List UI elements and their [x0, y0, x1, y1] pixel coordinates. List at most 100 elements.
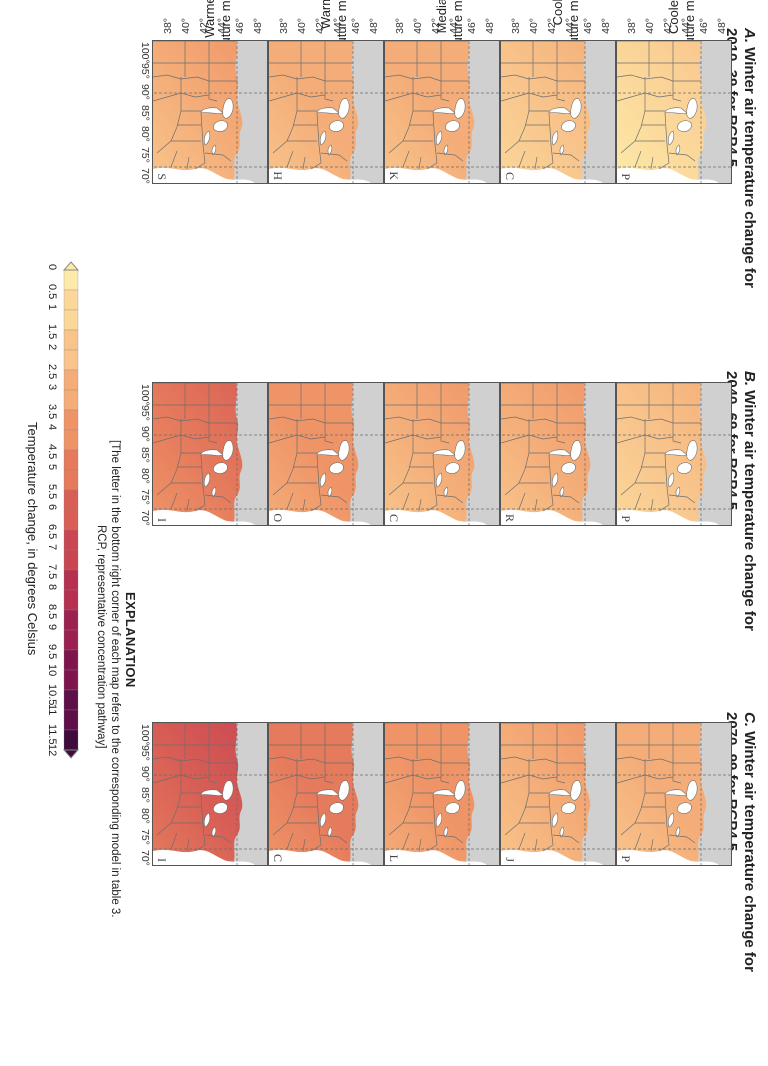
longitude-label: 100° — [139, 42, 151, 64]
model-letter: H — [271, 171, 285, 180]
latitude-label: 38° — [394, 18, 406, 34]
map-panel-a-row4: H — [268, 40, 384, 184]
longitude-label: 95° — [139, 405, 151, 421]
map-panel-c-row1: P — [616, 722, 732, 866]
latitude-label: 38° — [162, 18, 174, 34]
legend-tick-label: 8.5 — [46, 604, 58, 620]
latitude-label: 48° — [368, 18, 380, 34]
latitude-label: 48° — [484, 18, 496, 34]
legend-swatch — [63, 649, 79, 671]
longitude-label: 95° — [139, 745, 151, 761]
legend-swatch — [63, 329, 79, 351]
latitude-label: 42° — [314, 18, 326, 34]
longitude-label: 85° — [139, 447, 151, 463]
legend-swatch — [63, 549, 79, 571]
legend-tick-label: 1 — [46, 304, 58, 311]
legend-tick-label: 2.5 — [46, 364, 58, 380]
legend-swatch — [63, 289, 79, 311]
model-letter: S — [155, 173, 169, 180]
longitude-label: 90° — [139, 426, 151, 442]
map-panel-b-row5: I — [152, 382, 268, 526]
model-letter: P — [619, 855, 633, 862]
legend-tick-label: 10 — [46, 664, 58, 677]
legend-swatch — [63, 469, 79, 491]
longitude-label: 100° — [139, 384, 151, 406]
legend-tick-label: 1.5 — [46, 324, 58, 340]
latitude-label: 44° — [564, 18, 576, 34]
latitude-label: 42° — [430, 18, 442, 34]
legend-tick-label: 5 — [46, 464, 58, 471]
latitude-label: 40° — [412, 18, 424, 34]
model-letter: C — [503, 171, 517, 180]
legend-tick-label: 0 — [46, 264, 58, 271]
legend-tick-label: 8 — [46, 584, 58, 591]
map-panel-a-row5: S — [152, 40, 268, 184]
legend-note-line2: RCP, representative concentration pathwa… — [95, 525, 107, 749]
legend-swatch — [63, 709, 79, 731]
latitude-label: 44° — [680, 18, 692, 34]
legend-swatch — [63, 689, 79, 711]
legend-title: EXPLANATION — [123, 592, 138, 688]
model-letter: J — [503, 857, 517, 862]
legend-tick-label: 9.5 — [46, 644, 58, 660]
longitude-label: 75° — [139, 489, 151, 505]
legend-note-line1: [The letter in the bottom right corner o… — [109, 440, 121, 918]
map-panel-b-row4: O — [268, 382, 384, 526]
longitude-label: 85° — [139, 105, 151, 121]
legend-min-arrow — [62, 261, 80, 271]
model-letter: L — [387, 854, 401, 862]
legend-swatch — [63, 489, 79, 511]
legend-swatch — [63, 629, 79, 651]
latitude-label: 44° — [216, 18, 228, 34]
model-letter: P — [619, 515, 633, 522]
longitude-label: 75° — [139, 829, 151, 845]
map-panel-a-row2: C — [500, 40, 616, 184]
latitude-label: 38° — [278, 18, 290, 34]
map-panel-b-row2: R — [500, 382, 616, 526]
legend-tick-label: 3 — [46, 384, 58, 391]
latitude-label: 38° — [626, 18, 638, 34]
legend-swatch — [63, 509, 79, 531]
legend-tick-label: 6.5 — [46, 524, 58, 540]
legend-tick-label: 5.5 — [46, 484, 58, 500]
legend-swatch — [63, 349, 79, 371]
legend-swatch — [63, 269, 79, 291]
legend-tick-label: 4.5 — [46, 444, 58, 460]
longitude-label: 70° — [139, 850, 151, 866]
legend-tick-label: 0.5 — [46, 284, 58, 300]
legend-tick-label: 3.5 — [46, 404, 58, 420]
legend-swatch — [63, 589, 79, 611]
latitude-label: 40° — [644, 18, 656, 34]
longitude-label: 70° — [139, 510, 151, 526]
legend-swatch — [63, 609, 79, 631]
legend-swatch — [63, 529, 79, 551]
legend-tick-label: 7.5 — [46, 564, 58, 580]
map-panel-c-row3: L — [384, 722, 500, 866]
model-letter: C — [271, 853, 285, 862]
legend-tick-label: 11 — [46, 704, 58, 716]
legend-tick-label: 12 — [46, 744, 58, 757]
latitude-label: 44° — [448, 18, 460, 34]
map-panel-c-row5: I — [152, 722, 268, 866]
legend-max-arrow — [62, 749, 80, 759]
latitude-label: 46° — [234, 18, 246, 34]
map-panel-c-row2: J — [500, 722, 616, 866]
model-letter: O — [271, 513, 285, 522]
legend-swatch — [63, 389, 79, 411]
temperature-color-scale — [62, 261, 80, 759]
model-letter: I — [155, 518, 169, 522]
model-letter: R — [503, 513, 517, 522]
longitude-label: 90° — [139, 84, 151, 100]
model-letter: K — [387, 171, 401, 180]
legend-swatch — [63, 729, 79, 751]
legend-swatch — [63, 569, 79, 591]
legend-swatch — [63, 429, 79, 451]
legend-axis-label: Temperature change, in degrees Celsius — [25, 422, 40, 656]
latitude-label: 38° — [510, 18, 522, 34]
legend-swatch — [63, 669, 79, 691]
latitude-label: 46° — [698, 18, 710, 34]
legend-tick-label: 9 — [46, 624, 58, 631]
legend-tick-label: 10.5 — [46, 684, 58, 706]
latitude-label: 48° — [600, 18, 612, 34]
model-letter: C — [387, 513, 401, 522]
